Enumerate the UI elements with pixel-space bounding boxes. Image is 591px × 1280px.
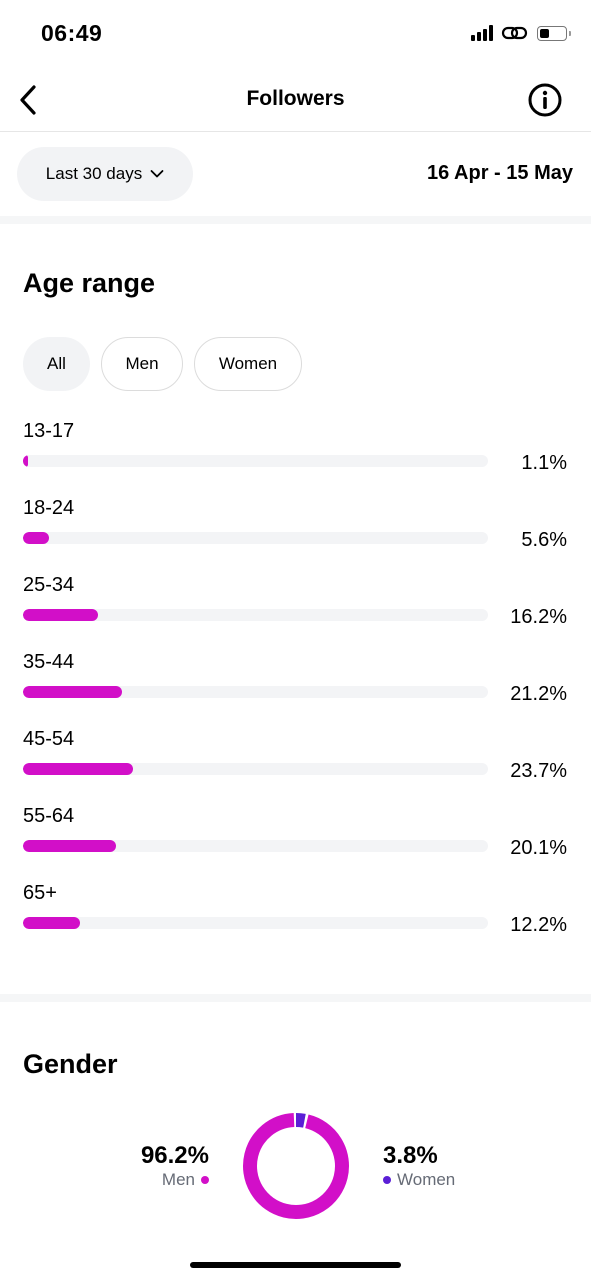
women-dot-icon bbox=[383, 1176, 391, 1184]
age-bar-fill bbox=[23, 686, 122, 698]
page-title: Followers bbox=[246, 87, 345, 110]
age-row-percent: 20.1% bbox=[510, 837, 567, 859]
nav-bar: Followers bbox=[0, 70, 591, 132]
age-bar-track bbox=[23, 686, 488, 698]
age-bar-fill bbox=[23, 840, 117, 852]
women-percent: 3.8% bbox=[383, 1142, 438, 1169]
date-range-text: 16 Apr - 15 May bbox=[427, 162, 573, 184]
age-bar-fill bbox=[23, 609, 99, 621]
age-bar-fill bbox=[23, 763, 134, 775]
home-indicator bbox=[190, 1262, 401, 1268]
age-bar-fill bbox=[23, 917, 80, 929]
info-button[interactable] bbox=[527, 82, 563, 118]
status-bar: 06:49 bbox=[0, 0, 591, 70]
section-divider bbox=[0, 994, 591, 1002]
cellular-signal-icon bbox=[471, 25, 493, 41]
age-row-label: 55-64 bbox=[23, 805, 75, 827]
info-icon bbox=[528, 83, 562, 117]
date-range-dropdown[interactable]: Last 30 days bbox=[17, 147, 193, 201]
age-bar-track bbox=[23, 532, 488, 544]
battery-icon bbox=[537, 25, 571, 41]
age-row-label: 65+ bbox=[23, 882, 57, 904]
chip-all-label: All bbox=[47, 354, 66, 373]
gender-stat-women: 3.8% Women bbox=[383, 1142, 455, 1190]
chip-women-label: Women bbox=[218, 354, 278, 373]
age-bar-fill bbox=[23, 455, 29, 467]
women-legend: Women bbox=[383, 1170, 455, 1190]
age-row-percent: 12.2% bbox=[510, 914, 567, 936]
age-row-percent: 23.7% bbox=[510, 760, 567, 782]
chevron-left-icon bbox=[20, 85, 36, 115]
age-bar-track bbox=[23, 840, 488, 852]
age-bar-track bbox=[23, 763, 488, 775]
chevron-down-icon bbox=[150, 170, 164, 178]
age-row-label: 35-44 bbox=[23, 651, 75, 673]
filter-row: Last 30 days 16 Apr - 15 May bbox=[0, 132, 591, 216]
date-range-dropdown-label: Last 30 days bbox=[45, 164, 143, 183]
section-divider bbox=[0, 216, 591, 224]
donut-segment-men bbox=[243, 1113, 349, 1219]
age-bar-track bbox=[23, 917, 488, 929]
gender-stat-men: 96.2% Men bbox=[141, 1142, 209, 1190]
age-row-label: 45-54 bbox=[23, 728, 75, 750]
age-row-label: 25-34 bbox=[23, 574, 75, 596]
gender-donut-chart bbox=[243, 1113, 349, 1219]
men-dot-icon bbox=[201, 1176, 209, 1184]
age-row: 25-34 16.2% bbox=[0, 574, 591, 634]
age-row: 18-24 5.6% bbox=[0, 497, 591, 557]
age-range-title: Age range bbox=[23, 268, 156, 298]
age-row: 55-64 20.1% bbox=[0, 805, 591, 865]
age-row-percent: 1.1% bbox=[521, 452, 567, 474]
men-label: Men bbox=[161, 1170, 195, 1189]
age-bar-track bbox=[23, 609, 488, 621]
age-row: 45-54 23.7% bbox=[0, 728, 591, 788]
personal-hotspot-icon bbox=[501, 26, 528, 40]
age-row: 13-17 1.1% bbox=[0, 420, 591, 480]
age-row-label: 13-17 bbox=[23, 420, 75, 442]
age-row: 35-44 21.2% bbox=[0, 651, 591, 711]
chip-men[interactable]: Men bbox=[101, 337, 183, 391]
chip-all[interactable]: All bbox=[23, 337, 90, 391]
gender-title: Gender bbox=[23, 1049, 118, 1079]
age-bar-fill bbox=[23, 532, 50, 544]
women-label: Women bbox=[397, 1170, 456, 1189]
age-row-percent: 5.6% bbox=[521, 529, 567, 551]
men-legend: Men bbox=[141, 1170, 209, 1190]
age-row-percent: 16.2% bbox=[510, 606, 567, 628]
back-button[interactable] bbox=[14, 82, 44, 118]
chip-men-label: Men bbox=[125, 354, 159, 373]
chip-women[interactable]: Women bbox=[194, 337, 302, 391]
status-time: 06:49 bbox=[41, 20, 103, 46]
age-row-label: 18-24 bbox=[23, 497, 75, 519]
age-bar-track bbox=[23, 455, 488, 467]
age-row-percent: 21.2% bbox=[510, 683, 567, 705]
age-row: 65+ 12.2% bbox=[0, 882, 591, 942]
donut-segment-women bbox=[243, 1113, 349, 1219]
men-percent: 96.2% bbox=[140, 1142, 209, 1169]
status-icons bbox=[471, 24, 571, 42]
